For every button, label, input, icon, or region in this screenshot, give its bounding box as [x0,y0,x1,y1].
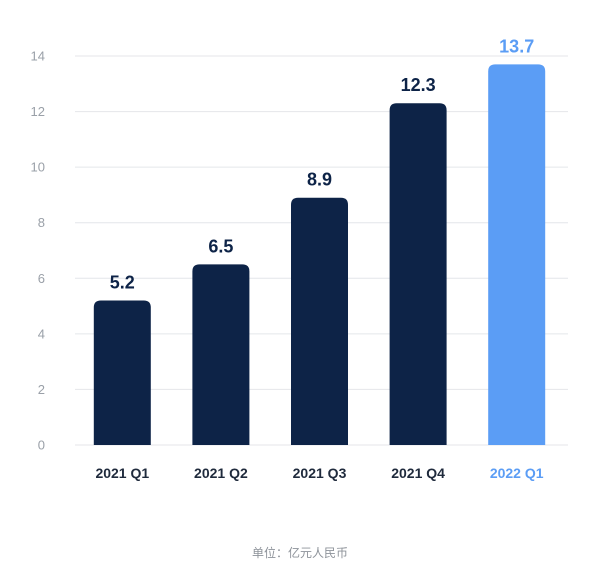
y-tick-label: 10 [31,160,45,175]
y-tick-label: 2 [38,382,45,397]
bar [488,64,546,445]
bar [291,197,348,445]
bar-value-label: 6.5 [208,236,233,256]
y-tick-label: 14 [31,49,45,64]
x-tick-label: 2021 Q4 [391,465,445,481]
x-tick-label: 2021 Q1 [95,465,149,481]
x-tick-label: 2022 Q1 [490,465,544,481]
y-tick-label: 6 [38,271,45,286]
y-tick-label: 4 [38,326,45,341]
y-tick-label: 12 [31,104,45,119]
x-tick-label: 2021 Q2 [194,465,248,481]
bar-value-label: 12.3 [401,75,436,95]
unit-note: 单位：亿元人民币 [251,546,348,560]
y-tick-label: 0 [38,438,45,453]
bar [93,300,151,445]
bar [192,264,250,445]
y-tick-label: 8 [38,215,45,230]
x-tick-label: 2021 Q3 [293,465,347,481]
bar-value-label: 13.7 [499,36,534,56]
bar [389,103,447,445]
bar-value-label: 5.2 [110,273,135,293]
bar-value-label: 8.9 [307,170,332,190]
